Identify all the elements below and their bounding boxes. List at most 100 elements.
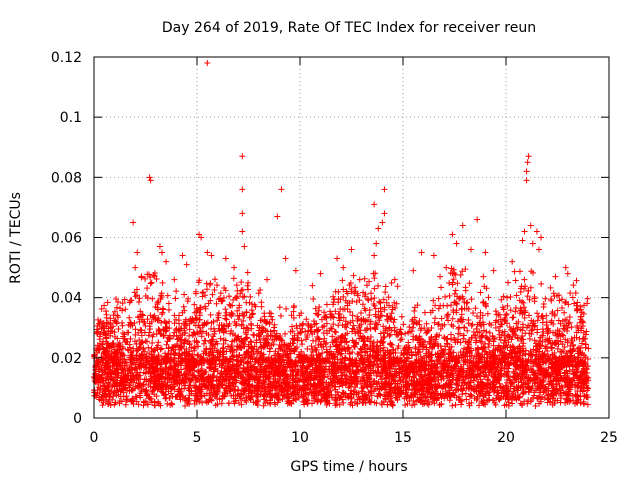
data-point: [334, 348, 341, 355]
data-point: [149, 340, 156, 347]
data-point: [553, 332, 560, 339]
data-point: [445, 311, 452, 318]
data-point: [459, 222, 466, 229]
data-point: [548, 345, 555, 352]
data-point: [214, 317, 221, 324]
data-point: [552, 273, 559, 280]
data-point: [355, 315, 362, 322]
data-point: [163, 258, 170, 265]
data-point: [204, 60, 211, 67]
data-point: [203, 398, 210, 405]
data-point: [449, 281, 456, 288]
data-point: [135, 298, 142, 305]
data-point: [198, 234, 205, 241]
data-point: [227, 302, 234, 309]
data-point: [186, 326, 193, 333]
data-point: [277, 312, 284, 319]
data-point: [315, 335, 322, 342]
data-point: [370, 301, 377, 308]
data-point: [432, 302, 439, 309]
data-point: [264, 276, 271, 283]
data-point: [258, 299, 265, 306]
data-point: [421, 309, 428, 316]
data-point: [134, 249, 141, 256]
data-point: [444, 373, 451, 380]
data-point: [207, 311, 214, 318]
data-point: [450, 276, 457, 283]
data-point: [467, 246, 474, 253]
data-point: [162, 350, 169, 357]
data-point: [519, 237, 526, 244]
data-point: [272, 348, 279, 355]
data-point: [144, 285, 151, 292]
data-point: [338, 350, 345, 357]
data-point: [173, 288, 180, 295]
data-point: [396, 393, 403, 400]
data-point: [148, 279, 155, 286]
data-point: [386, 325, 393, 332]
data-point: [356, 276, 363, 283]
data-point: [381, 210, 388, 217]
data-point: [339, 277, 346, 284]
data-point: [442, 293, 449, 300]
data-point: [523, 168, 530, 175]
data-point: [340, 399, 347, 406]
data-point: [208, 252, 215, 259]
data-point: [473, 325, 480, 332]
data-point: [283, 354, 290, 361]
data-point: [158, 249, 165, 256]
data-point: [375, 225, 382, 232]
data-point: [521, 304, 528, 311]
data-point: [238, 322, 245, 329]
data-point: [437, 273, 444, 280]
data-point: [93, 329, 100, 336]
data-point: [560, 332, 567, 339]
data-point: [213, 300, 220, 307]
data-point: [522, 330, 529, 337]
data-point: [241, 243, 248, 250]
data-point: [132, 264, 139, 271]
data-point: [480, 273, 487, 280]
data-point: [398, 313, 405, 320]
data-point: [151, 347, 158, 354]
data-point: [315, 342, 322, 349]
data-point: [127, 335, 134, 342]
data-point: [496, 311, 503, 318]
data-point: [504, 294, 511, 301]
data-point: [158, 311, 165, 318]
data-point: [291, 302, 298, 309]
data-point: [164, 292, 171, 299]
data-point: [351, 284, 358, 291]
data-point: [452, 401, 459, 408]
data-point: [498, 332, 505, 339]
data-point: [512, 308, 519, 315]
data-point: [292, 267, 299, 274]
data-point: [430, 252, 437, 259]
data-point: [97, 318, 104, 325]
data-point: [309, 282, 316, 289]
data-point: [119, 329, 126, 336]
data-point: [203, 286, 210, 293]
data-point: [104, 299, 111, 306]
data-point: [509, 314, 516, 321]
data-point: [446, 292, 453, 299]
data-point: [435, 321, 442, 328]
data-point: [535, 246, 542, 253]
data-point: [159, 309, 166, 316]
data-point: [398, 336, 405, 343]
data-point: [230, 356, 237, 363]
data-point: [447, 302, 454, 309]
data-point: [503, 311, 510, 318]
data-point: [244, 269, 251, 276]
data-point: [217, 290, 224, 297]
data-point: [146, 174, 153, 181]
data-point: [517, 285, 524, 292]
data-point: [472, 305, 479, 312]
data-point: [411, 401, 418, 408]
data-point: [321, 309, 328, 316]
data-point: [490, 267, 497, 274]
data-point: [438, 315, 445, 322]
data-point: [250, 331, 257, 338]
data-point: [411, 307, 418, 314]
chart-title: Day 264 of 2019, Rate Of TEC Index for r…: [162, 20, 536, 36]
